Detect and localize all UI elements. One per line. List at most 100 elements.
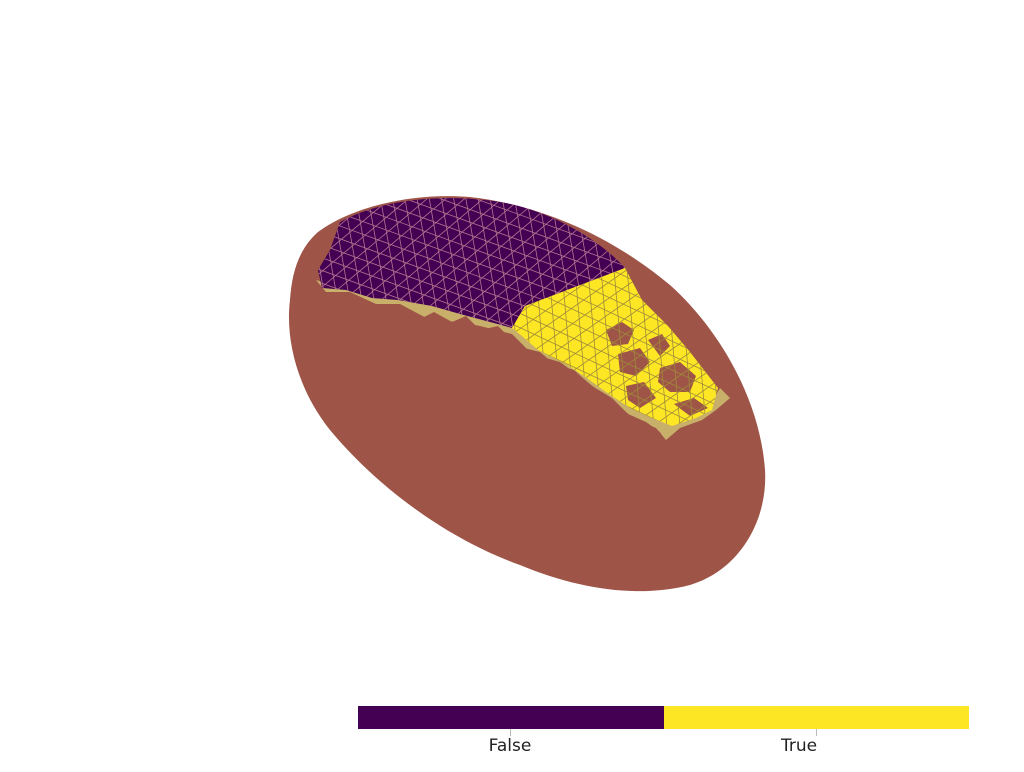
scalar-bar-true-swatch	[663, 706, 969, 729]
mesh-edge	[250, 0, 931, 71]
scalar-bar-tick-false	[510, 729, 511, 736]
mesh-edge	[569, 268, 621, 426]
mesh-edge	[512, 268, 718, 426]
mesh-edge	[378, 198, 506, 328]
mesh-edge	[803, 40, 854, 622]
mesh-edge	[318, 198, 625, 328]
mesh-edge	[143, 0, 269, 669]
mesh-edge	[72, 0, 198, 682]
mesh-edge	[582, 268, 634, 426]
mesh-edge	[318, 198, 625, 241]
mesh-edge	[318, 198, 625, 328]
false-region-mesh	[60, 0, 939, 684]
mesh-edge	[205, 0, 886, 195]
mesh-edge	[318, 198, 625, 207]
scalar-bar-label-true: True	[780, 736, 818, 756]
mesh-edge	[512, 268, 718, 426]
mesh-edge	[530, 268, 583, 426]
mesh-edge	[60, 0, 186, 684]
mesh-edge	[512, 268, 718, 426]
mesh-edge	[880, 34, 931, 616]
mesh-edge	[318, 198, 625, 328]
mesh-edge	[226, 0, 907, 139]
mesh-edge	[318, 198, 423, 328]
mesh-edge	[532, 198, 625, 328]
mesh-edge	[512, 268, 718, 426]
mesh-edge	[829, 38, 880, 620]
mesh-edge	[319, 198, 447, 328]
mesh-edge	[155, 0, 281, 667]
mesh-edge	[556, 268, 609, 426]
mesh-edge	[84, 0, 210, 680]
mesh-edge	[842, 37, 893, 619]
mesh-edge	[318, 198, 625, 328]
mesh-edge	[390, 198, 518, 328]
mesh-edge	[331, 198, 459, 328]
mesh-edge	[512, 268, 718, 426]
mesh-edge	[318, 198, 625, 328]
mesh-edge	[512, 268, 718, 426]
scalar-bar-tick-true	[816, 729, 817, 736]
mesh-edge	[595, 268, 647, 426]
mesh-edge	[217, 0, 898, 161]
mesh-edge	[166, 0, 292, 665]
mesh-edge	[318, 198, 625, 328]
mesh-edge	[230, 0, 911, 127]
mesh-edge	[318, 198, 625, 328]
mesh-edge	[238, 0, 919, 105]
mesh-edge	[508, 198, 625, 328]
mesh-edge	[512, 268, 718, 426]
mesh-edge	[457, 0, 986, 244]
mesh-edge	[318, 198, 625, 230]
mesh-edge	[246, 0, 927, 82]
mesh-edge	[764, 44, 815, 626]
mesh-edge	[468, 0, 997, 221]
mesh-edge	[318, 198, 524, 225]
mesh-edge	[234, 0, 915, 116]
mesh-edge	[463, 0, 992, 232]
mesh-edge	[621, 268, 673, 426]
mesh-edge	[254, 0, 935, 60]
mesh-edge	[769, 0, 895, 559]
mesh-edge	[131, 0, 257, 672]
mesh-edge	[318, 198, 625, 328]
mesh-edge	[119, 0, 245, 674]
scalar-bar	[358, 706, 969, 729]
mesh-edge	[318, 198, 625, 328]
mesh-edge	[258, 0, 939, 48]
mesh-edge	[512, 268, 718, 426]
mesh-edge	[512, 268, 718, 426]
mesh-edge	[512, 268, 718, 426]
mesh-edge	[343, 198, 470, 328]
mesh-edge	[461, 198, 589, 328]
mesh-edge	[355, 198, 482, 328]
mesh-edge	[209, 0, 890, 184]
mesh-edge	[512, 268, 718, 426]
mesh-edge	[512, 268, 718, 426]
mesh-edge	[107, 0, 233, 676]
mesh-edge	[512, 268, 718, 426]
mesh-edge	[512, 268, 718, 422]
mesh-edge	[318, 198, 435, 328]
mesh-edge	[318, 198, 625, 328]
shell-cut-edge	[378, 304, 664, 460]
mesh-edge	[512, 268, 718, 426]
mesh-edge	[512, 268, 718, 426]
mesh-edge	[520, 198, 625, 328]
mesh-edge	[318, 198, 625, 328]
mesh-edge	[751, 45, 802, 627]
mesh-edge	[318, 198, 625, 328]
mesh-edge	[855, 36, 906, 618]
mesh-edge	[512, 268, 718, 426]
mesh-edge	[437, 198, 565, 328]
mesh-edge	[816, 39, 867, 621]
mesh-edge	[318, 198, 625, 328]
mesh-edge	[318, 198, 411, 328]
mesh-edge	[242, 0, 923, 93]
mesh-edge	[790, 42, 841, 624]
cut-rim	[316, 280, 730, 440]
mesh-edge	[402, 198, 529, 328]
scalar-bar-label-false: False	[488, 736, 532, 756]
